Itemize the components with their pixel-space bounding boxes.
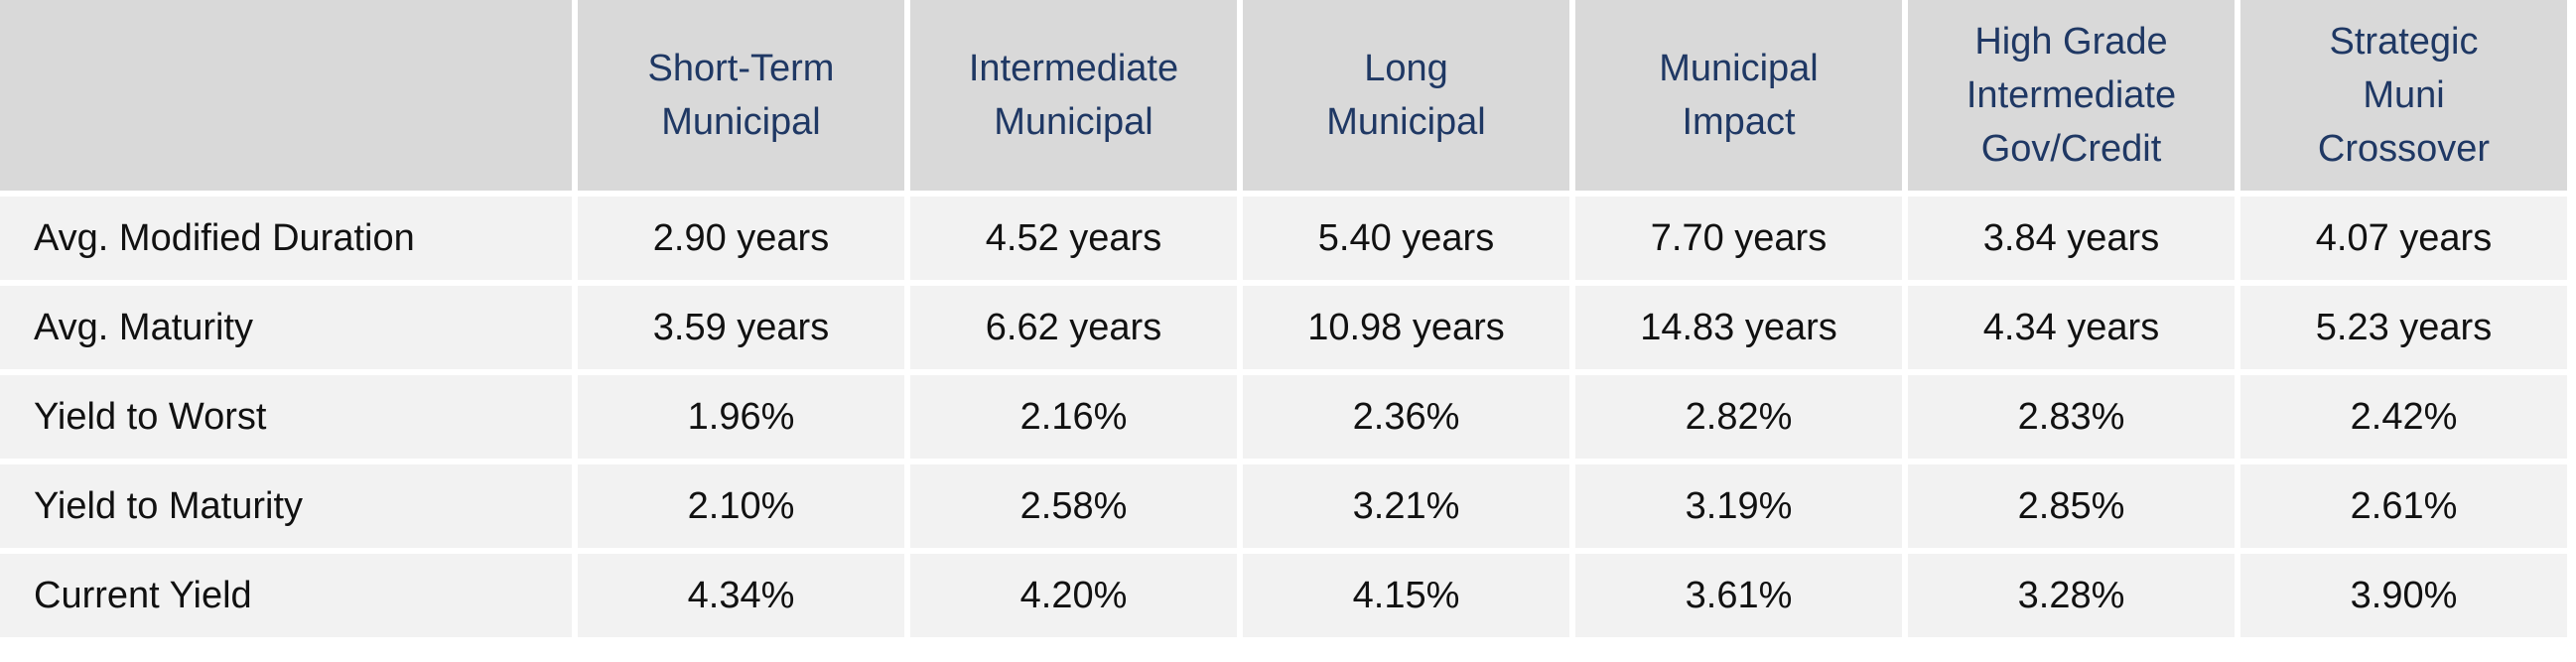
- column-header-line: Intermediate: [1966, 74, 2177, 116]
- column-header-line: Gov/Credit: [1980, 128, 2162, 170]
- column-header-line: Municipal: [661, 101, 821, 143]
- column-header-short-term-municipal: Short-Term Municipal: [578, 0, 904, 191]
- table-cell: 4.07 years: [2240, 197, 2567, 280]
- column-header-line: Municipal: [994, 101, 1153, 143]
- row-label: Avg. Maturity: [0, 286, 572, 369]
- row-label: Current Yield: [0, 554, 572, 637]
- column-header-line: Crossover: [2317, 128, 2491, 170]
- table-row-yield-to-worst: Yield to Worst 1.96% 2.16% 2.36% 2.82% 2…: [0, 375, 2567, 459]
- table-cell: 1.96%: [578, 375, 904, 459]
- table-cell: 2.58%: [910, 464, 1237, 548]
- table-cell: 2.90 years: [578, 197, 904, 280]
- table-cell: 5.40 years: [1243, 197, 1569, 280]
- column-header-line: Strategic: [2329, 21, 2479, 63]
- column-header-intermediate-municipal: Intermediate Municipal: [910, 0, 1237, 191]
- table-cell: 4.52 years: [910, 197, 1237, 280]
- column-header-line: Impact: [1682, 101, 1796, 143]
- row-label: Yield to Maturity: [0, 464, 572, 548]
- column-header-municipal-impact: Municipal Impact: [1575, 0, 1902, 191]
- table-cell: 10.98 years: [1243, 286, 1569, 369]
- column-header-line: Municipal: [1326, 101, 1486, 143]
- column-header-high-grade-intermediate-gov-credit: High Grade Intermediate Gov/Credit: [1908, 0, 2235, 191]
- table-cell: 3.61%: [1575, 554, 1902, 637]
- table-cell: 3.28%: [1908, 554, 2235, 637]
- table-cell: 2.82%: [1575, 375, 1902, 459]
- table-cell: 2.36%: [1243, 375, 1569, 459]
- column-header-line: Municipal: [1659, 48, 1819, 89]
- column-header-line: Intermediate: [968, 48, 1179, 89]
- column-header-line: Long: [1364, 48, 1448, 89]
- table-cell: 3.21%: [1243, 464, 1569, 548]
- table-cell: 2.42%: [2240, 375, 2567, 459]
- column-header-line: Short-Term: [647, 48, 835, 89]
- column-header-line: High Grade: [1974, 21, 2168, 63]
- table-cell: 4.20%: [910, 554, 1237, 637]
- table-cell: 2.10%: [578, 464, 904, 548]
- table-cell: 4.15%: [1243, 554, 1569, 637]
- table-cell: 3.84 years: [1908, 197, 2235, 280]
- table-row-current-yield: Current Yield 4.34% 4.20% 4.15% 3.61% 3.…: [0, 554, 2567, 637]
- column-header-line: Muni: [2363, 74, 2445, 116]
- header-row: Short-Term Municipal Intermediate Munici…: [0, 0, 2567, 191]
- column-header-strategic-muni-crossover: Strategic Muni Crossover: [2240, 0, 2567, 191]
- table-row-avg-modified-duration: Avg. Modified Duration 2.90 years 4.52 y…: [0, 197, 2567, 280]
- table-cell: 2.61%: [2240, 464, 2567, 548]
- table-cell: 2.16%: [910, 375, 1237, 459]
- table-cell: 7.70 years: [1575, 197, 1902, 280]
- column-header-long-municipal: Long Municipal: [1243, 0, 1569, 191]
- table-cell: 3.19%: [1575, 464, 1902, 548]
- header-corner-cell: [0, 0, 572, 191]
- portfolio-characteristics-table: Short-Term Municipal Intermediate Munici…: [0, 0, 2567, 637]
- table-cell: 5.23 years: [2240, 286, 2567, 369]
- table-cell: 3.59 years: [578, 286, 904, 369]
- table-cell: 4.34%: [578, 554, 904, 637]
- table-row-avg-maturity: Avg. Maturity 3.59 years 6.62 years 10.9…: [0, 286, 2567, 369]
- table-cell: 6.62 years: [910, 286, 1237, 369]
- table-cell: 2.83%: [1908, 375, 2235, 459]
- table-cell: 2.85%: [1908, 464, 2235, 548]
- row-label: Avg. Modified Duration: [0, 197, 572, 280]
- row-label: Yield to Worst: [0, 375, 572, 459]
- table-cell: 3.90%: [2240, 554, 2567, 637]
- table-cell: 14.83 years: [1575, 286, 1902, 369]
- table-row-yield-to-maturity: Yield to Maturity 2.10% 2.58% 3.21% 3.19…: [0, 464, 2567, 548]
- table-cell: 4.34 years: [1908, 286, 2235, 369]
